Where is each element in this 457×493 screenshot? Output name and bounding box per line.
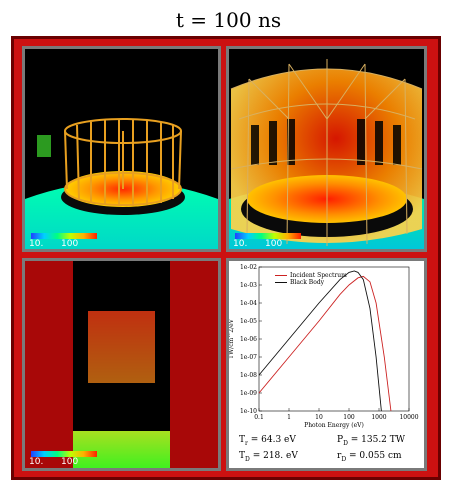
- hohlraum-cross-section: 10. 100: [22, 258, 221, 471]
- colorbar-2-max-label: 100: [265, 239, 283, 249]
- colorbar-3: [31, 451, 97, 457]
- hohlraum-view-top-right: 10. 100: [226, 46, 427, 252]
- legend-item-blackbody: Black Body: [275, 279, 347, 286]
- colorbar-3-max-label: 100: [61, 457, 79, 467]
- colorbar-2: [235, 233, 301, 239]
- colorbar-1: [31, 233, 97, 239]
- x-tick-label: 10000: [399, 414, 418, 421]
- legend-swatch-blackbody: [275, 282, 287, 283]
- spectrum-chart: 0.1 1 10 100 1000 10000 1e-02 1e-03 1e-04 1e-05 1e…: [229, 264, 419, 429]
- y-tick-label: 1e-06: [240, 336, 257, 343]
- hohlraum-view-top-left: 10. 100: [22, 46, 221, 252]
- y-tick-label: 1e-08: [240, 372, 257, 379]
- legend-swatch-incident: [275, 275, 287, 276]
- param-rd: rD = 0.055 cm: [337, 451, 402, 463]
- x-axis-label: Photon Energy (eV): [304, 422, 364, 429]
- y-tick-label: 1e-03: [240, 282, 257, 289]
- x-tick-label: 0.1: [254, 414, 264, 421]
- colorbar-1-min-label: 10.: [29, 239, 44, 249]
- colorbar-2-min-label: 10.: [233, 239, 248, 249]
- cross-section-render: [25, 261, 218, 468]
- colorbar-3-min-label: 10.: [29, 457, 44, 467]
- y-tick-label: 1e-05: [240, 318, 257, 325]
- series-line-incident: [258, 275, 392, 412]
- spectrum-panel: 0.1 1 10 100 1000 10000 1e-02 1e-03 1e-04 1e-05 1e…: [226, 258, 427, 471]
- legend-label-incident: Incident Spectrum: [290, 272, 347, 279]
- y-tick-label: 1e-02: [240, 264, 257, 271]
- hohlraum-render-1: [25, 118, 218, 249]
- hohlraum-render-2: [229, 49, 424, 249]
- colorbar-1-max-label: 100: [61, 239, 79, 249]
- legend-item-incident: Incident Spectrum: [275, 272, 347, 279]
- param-tr: Tr = 64.3 eV: [239, 435, 296, 447]
- y-tick-label: 1e-10: [240, 408, 257, 415]
- x-tick-label: 1000: [371, 414, 386, 421]
- x-tick-label: 1: [287, 414, 291, 421]
- legend-label-blackbody: Black Body: [290, 279, 325, 286]
- x-tick-label: 100: [343, 414, 355, 421]
- y-tick-label: 1e-07: [240, 354, 257, 361]
- param-pd: PD = 135.2 TW: [337, 435, 406, 447]
- param-td: TD = 218. eV: [239, 451, 298, 463]
- page-title: t = 100 ns: [175, 8, 282, 32]
- y-tick-label: 1e-04: [240, 300, 257, 307]
- series-line-blackbody: [258, 270, 382, 412]
- y-axis-label: TW/cm^2/eV: [229, 318, 235, 359]
- plot-area: [258, 266, 410, 412]
- x-tick-label: 10: [315, 414, 323, 421]
- legend: Incident Spectrum Black Body: [275, 272, 347, 286]
- y-tick-label: 1e-09: [240, 390, 257, 397]
